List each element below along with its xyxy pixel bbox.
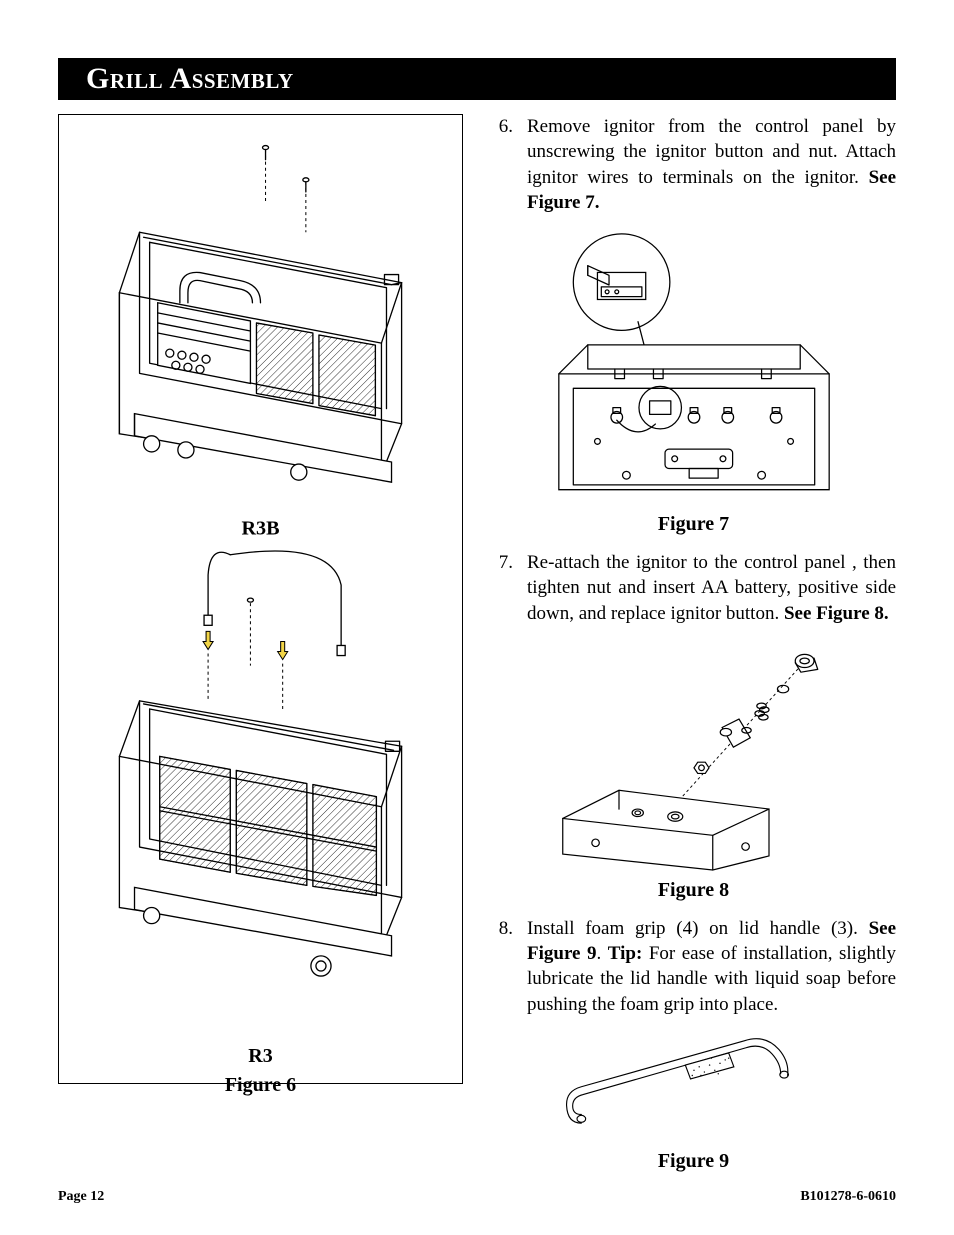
step-6: 6. Remove ignitor from the control panel… [491,114,896,215]
figure-6-caption-block: R3 Figure 6 [225,1045,296,1097]
step-7-number: 7. [491,550,513,626]
step-8-number: 8. [491,916,513,1017]
figure-8-image [491,640,896,875]
figure-9-image [491,1031,896,1146]
figure-6-caption: Figure 6 [225,1074,296,1097]
step-7-ref: See Figure 8. [784,603,889,624]
section-title: Grill Assembly [86,62,294,96]
instruction-list: 6. Remove ignitor from the control panel… [491,114,896,215]
step-6-number: 6. [491,114,513,215]
step-8: 8. Install foam grip (4) on lid handle (… [491,916,896,1017]
figure-8-caption: Figure 8 [491,879,896,902]
section-title-bar: Grill Assembly [58,58,896,100]
step-7-body: Re-attach the ignitor to the control pan… [527,550,896,626]
step-7: 7. Re-attach the ignitor to the control … [491,550,896,626]
page-footer: Page 12 B101278-6-0610 [58,1189,896,1205]
figure-6-box: R3B [58,114,463,1084]
figure-7-image [491,229,896,509]
step-6-text: Remove ignitor from the control panel by… [527,116,896,188]
step-8-text-a: Install foam grip (4) on lid handle (3). [527,918,869,939]
figure-7-caption: Figure 7 [491,513,896,536]
svg-text:R3B: R3B [241,518,279,540]
step-8-text-b: . [597,943,608,964]
figure-9-caption: Figure 9 [491,1150,896,1173]
right-column: 6. Remove ignitor from the control panel… [491,114,896,1173]
step-8-tip: Tip: [608,943,643,964]
instruction-list-3: 8. Install foam grip (4) on lid handle (… [491,916,896,1017]
page: Grill Assembly [0,0,954,1235]
step-8-body: Install foam grip (4) on lid handle (3).… [527,916,896,1017]
instruction-list-2: 7. Re-attach the ignitor to the control … [491,550,896,626]
step-6-body: Remove ignitor from the control panel by… [527,114,896,215]
left-column: R3B [58,114,463,1173]
figure-6-sub2: R3 [225,1045,296,1068]
footer-doc-id: B101278-6-0610 [800,1189,896,1205]
two-column-layout: R3B [58,114,896,1173]
figure-6-image: R3B [69,125,452,1045]
footer-page: Page 12 [58,1189,104,1205]
